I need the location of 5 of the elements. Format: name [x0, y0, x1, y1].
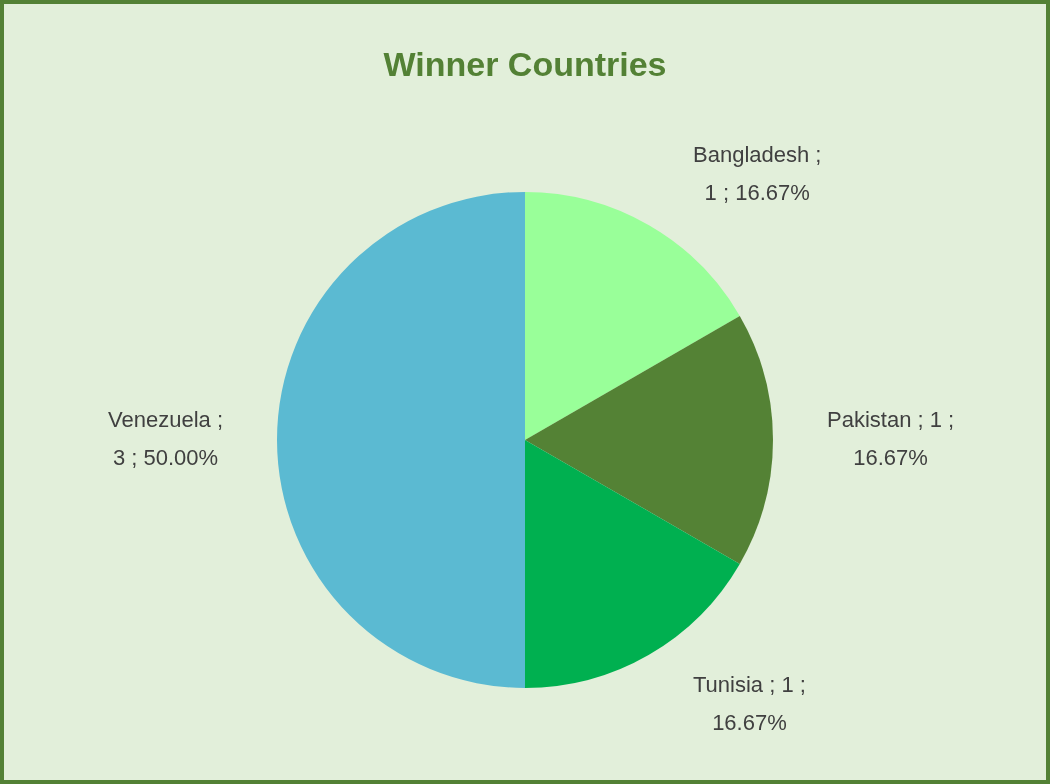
slice-label: Tunisia ; 1 ; 16.67%: [693, 671, 806, 735]
slice-label: Pakistan ; 1 ; 16.67%: [826, 406, 955, 470]
slice-label: Bangladesh ; 1 ; 16.67%: [693, 141, 822, 205]
slice-label: Venezuela ; 3 ; 50.00%: [108, 406, 223, 470]
chart-title: Winner Countries: [383, 44, 667, 83]
